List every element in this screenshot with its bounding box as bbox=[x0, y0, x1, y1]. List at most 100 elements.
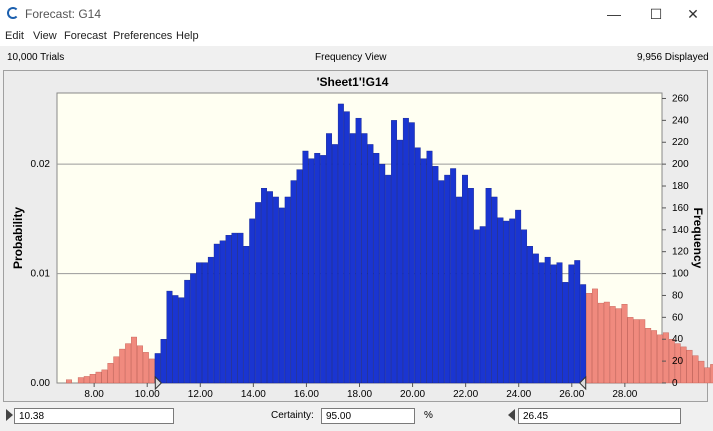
histogram-bar bbox=[326, 133, 333, 384]
histogram-bar bbox=[160, 339, 167, 384]
histogram-bar bbox=[467, 188, 474, 384]
menu-bar: Edit View Forecast Preferences Help bbox=[0, 28, 713, 46]
menu-edit[interactable]: Edit bbox=[5, 30, 24, 42]
close-button[interactable]: ✕ bbox=[687, 5, 699, 22]
histogram-bar bbox=[527, 246, 533, 384]
right-grabber-icon[interactable] bbox=[508, 409, 515, 421]
histogram-bar bbox=[692, 355, 699, 384]
histogram-bar bbox=[432, 166, 439, 384]
histogram-bar bbox=[148, 358, 155, 384]
x-tick-label: 20.00 bbox=[400, 389, 425, 400]
y-right-tick-label: 200 bbox=[672, 159, 689, 170]
histogram-bar bbox=[444, 174, 451, 384]
histogram-bar bbox=[314, 152, 321, 384]
x-tick-label: 8.00 bbox=[84, 389, 104, 400]
y-right-tick-label: 160 bbox=[672, 203, 689, 214]
certainty-label: Certainty: bbox=[271, 410, 314, 421]
histogram-bar bbox=[136, 345, 143, 384]
lower-certainty-marker-icon[interactable] bbox=[154, 375, 163, 391]
histogram-bar bbox=[420, 158, 427, 384]
histogram-bar bbox=[89, 374, 96, 384]
histogram-bar bbox=[686, 349, 693, 384]
histogram-bar bbox=[574, 260, 581, 384]
x-tick-label: 16.00 bbox=[294, 389, 319, 400]
histogram-bar bbox=[668, 339, 675, 384]
histogram-bar bbox=[603, 301, 610, 384]
histogram-bar bbox=[95, 371, 102, 384]
certainty-field[interactable]: 95.00 bbox=[321, 408, 415, 424]
histogram-bar bbox=[255, 202, 262, 384]
left-grabber-icon[interactable] bbox=[6, 409, 13, 421]
window-title: Forecast: G14 bbox=[25, 7, 102, 21]
histogram-bar bbox=[101, 369, 108, 384]
menu-forecast[interactable]: Forecast bbox=[64, 30, 107, 42]
title-bar: Forecast: G14 — ☐ ✕ bbox=[0, 0, 713, 28]
histogram-bar bbox=[627, 317, 634, 384]
maximize-button[interactable]: ☐ bbox=[649, 5, 663, 22]
histogram-bar bbox=[633, 319, 640, 384]
histogram-bar bbox=[184, 279, 191, 384]
histogram-bar bbox=[544, 256, 551, 384]
minimize-button[interactable]: — bbox=[607, 6, 621, 22]
histogram-bar bbox=[361, 133, 368, 384]
x-tick-label: 10.00 bbox=[135, 389, 160, 400]
histogram-bar bbox=[402, 117, 409, 384]
y-right-tick-label: 20 bbox=[672, 356, 684, 367]
histogram-bar bbox=[385, 174, 392, 384]
histogram-bar bbox=[615, 308, 622, 384]
y-right-tick-label: 140 bbox=[672, 225, 689, 236]
chart-title: 'Sheet1'!G14 bbox=[316, 75, 389, 89]
x-tick-label: 22.00 bbox=[453, 389, 478, 400]
certainty-unit: % bbox=[424, 410, 433, 421]
histogram-bar bbox=[107, 363, 114, 384]
histogram-bar bbox=[308, 158, 315, 384]
y-right-tick-label: 80 bbox=[672, 290, 684, 301]
upper-certainty-marker-icon[interactable] bbox=[579, 375, 587, 391]
histogram-bar bbox=[704, 367, 711, 384]
x-tick-label: 12.00 bbox=[188, 389, 213, 400]
y-right-tick-label: 240 bbox=[672, 115, 689, 126]
histogram-bar bbox=[568, 264, 575, 384]
trials-count: 10,000 Trials bbox=[7, 52, 65, 63]
histogram-bar bbox=[166, 290, 173, 384]
app-icon bbox=[7, 7, 19, 19]
histogram-bar bbox=[710, 364, 713, 384]
menu-preferences[interactable]: Preferences bbox=[113, 30, 173, 42]
view-label[interactable]: Frequency View bbox=[315, 52, 387, 63]
histogram-bar bbox=[592, 288, 598, 384]
histogram-bar bbox=[586, 293, 593, 384]
y-right-tick-label: 180 bbox=[672, 181, 689, 192]
histogram-bar bbox=[125, 343, 132, 384]
histogram-bar bbox=[243, 246, 250, 384]
x-tick-label: 14.00 bbox=[241, 389, 266, 400]
histogram-bar bbox=[261, 188, 268, 384]
histogram-bar bbox=[621, 304, 628, 384]
histogram-bar bbox=[651, 330, 658, 384]
histogram-bar bbox=[657, 334, 663, 384]
histogram-bar bbox=[349, 133, 356, 384]
lower-bound-field[interactable]: 10.38 bbox=[14, 408, 174, 424]
histogram-bar bbox=[639, 319, 646, 384]
histogram-bar bbox=[113, 356, 120, 384]
y-right-axis-label: Frequency bbox=[691, 208, 705, 269]
histogram-bar bbox=[497, 217, 504, 384]
y-left-tick-label: 0.02 bbox=[31, 159, 51, 170]
menu-view[interactable]: View bbox=[33, 30, 57, 42]
histogram-bar bbox=[142, 352, 149, 384]
histogram-bar bbox=[219, 240, 226, 384]
histogram-bar bbox=[462, 174, 468, 384]
histogram-bar bbox=[66, 379, 72, 384]
x-tick-label: 28.00 bbox=[612, 389, 637, 400]
y-left-tick-label: 0.01 bbox=[31, 269, 51, 280]
histogram-bar bbox=[196, 262, 203, 384]
histogram-bar bbox=[414, 147, 421, 384]
upper-bound-field[interactable]: 26.45 bbox=[518, 408, 681, 424]
histogram-bar bbox=[83, 376, 90, 384]
histogram-bar bbox=[213, 243, 220, 384]
histogram-bar bbox=[408, 122, 415, 384]
menu-help[interactable]: Help bbox=[176, 30, 199, 42]
histogram-bar bbox=[456, 196, 463, 384]
histogram-bar bbox=[249, 218, 256, 384]
histogram-bar bbox=[284, 196, 291, 384]
histogram-bar bbox=[77, 377, 84, 384]
